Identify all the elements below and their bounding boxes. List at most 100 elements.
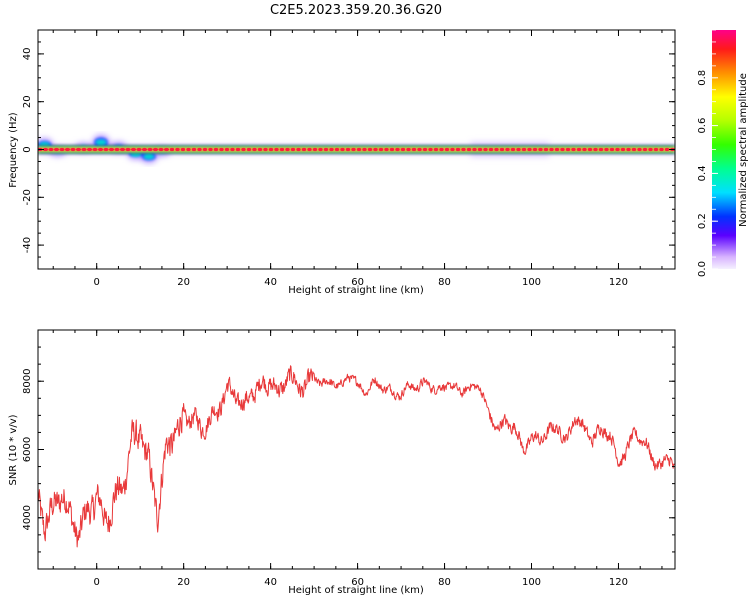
y-tick-label: -20 <box>22 189 33 205</box>
ridge-peak-dot <box>461 147 466 152</box>
y-tick-label: 6000 <box>22 437 33 462</box>
y-tick-label: -40 <box>22 237 33 253</box>
x-tick-label: 0 <box>94 277 100 288</box>
ridge-peak-dot <box>202 147 208 152</box>
ridge-peak-dot <box>152 147 159 152</box>
ridge-peak-dot <box>510 147 516 152</box>
ridge-peak-dot <box>444 147 450 152</box>
ridge-peak-dot <box>466 147 472 152</box>
y-tick-label: 8000 <box>22 368 33 393</box>
ridge-peak-dot <box>598 147 604 152</box>
x-tick-label: 60 <box>351 577 364 588</box>
spectrogram-plot-area <box>38 134 675 164</box>
ridge-peak-dot <box>340 147 345 152</box>
snr-x-ticks: 0 20 40 60 80 100 120 <box>52 330 663 588</box>
ridge-peak-dot <box>114 147 120 152</box>
ridge-peak-dot <box>604 147 609 152</box>
ridge-peak-dot <box>219 147 224 152</box>
ridge-peak-dot <box>378 147 384 152</box>
ridge-peak-dot <box>554 147 560 152</box>
x-tick-label: 120 <box>609 577 628 588</box>
snr-y-ticks: 4000 6000 8000 <box>22 329 675 570</box>
ridge-peak-dot <box>367 147 373 152</box>
ridge-peak-dot <box>180 147 186 152</box>
ridge-peak-dot <box>296 147 301 152</box>
ridge-peak-dot <box>48 147 54 152</box>
ridge-peak-dot <box>53 147 60 152</box>
y-tick-label: 4000 <box>22 505 33 530</box>
ridge-peak-dot <box>433 147 439 152</box>
ridge-peak-dot <box>224 147 230 152</box>
ridge-peak-dot <box>626 147 631 152</box>
ridge-peak-dot <box>637 147 642 152</box>
colorbar-tick-label: 0.0 <box>697 261 708 277</box>
x-tick-label: 40 <box>264 277 277 288</box>
ridge-peak-dot <box>631 147 637 152</box>
ridge-peak-dot <box>609 147 615 152</box>
spectrogram-panel: 0 20 40 60 80 100 120 -40 -20 0 20 40 Height of st… <box>8 29 676 296</box>
ridge-peak-dot <box>213 147 219 152</box>
ridge-peak-dot <box>119 147 126 152</box>
x-tick-label: 80 <box>438 277 451 288</box>
ridge-peak-dot <box>664 147 670 152</box>
colorbar: 0.0 0.2 0.4 0.6 0.8 Normalized spectral ampl… <box>697 29 749 277</box>
colorbar-tick-label: 0.4 <box>697 165 708 181</box>
ridge-peak-dot <box>373 147 378 152</box>
ridge-peak-dot <box>230 147 235 152</box>
ridge-peak-dot <box>136 147 142 152</box>
ridge-peak-dot <box>356 147 362 152</box>
y-tick-label: 0 <box>22 146 33 152</box>
ridge-peak-dot <box>307 147 312 152</box>
colorbar-tick-label: 0.2 <box>697 213 708 229</box>
ridge-peak-dot <box>576 147 582 152</box>
ridge-peak-dot <box>208 147 213 152</box>
ridge-peak-dot <box>505 147 510 152</box>
ridge-peak-dot <box>538 147 543 152</box>
x-tick-label: 80 <box>438 577 451 588</box>
ridge-peak-dot <box>571 147 576 152</box>
figure-title: C2E5.2023.359.20.36.G20 <box>270 3 442 18</box>
y-tick-label: 40 <box>22 48 33 61</box>
ridge-peak-dot <box>642 147 648 152</box>
ridge-peak-dot <box>257 147 263 152</box>
ridge-peak-dot <box>648 147 653 152</box>
ridge-peak-dot <box>521 147 527 152</box>
snr-axes-frame <box>37 329 676 570</box>
colorbar-tick-label: 0.6 <box>697 118 708 134</box>
ridge-peak-dot <box>147 147 153 152</box>
x-tick-label: 20 <box>177 277 190 288</box>
snr-panel: 0 20 40 60 80 100 120 4000 6000 8000 Height of s… <box>8 329 676 596</box>
ridge-peak-dot <box>428 147 433 152</box>
ridge-peak-dot <box>488 147 494 152</box>
ridge-peak-dot <box>279 147 285 152</box>
spectrogram-x-axis-label: Height of straight line (km) <box>288 285 424 296</box>
ridge-peak-dot <box>620 147 626 152</box>
ridge-peak-dot <box>483 147 488 152</box>
ridge-peak-dot <box>560 147 565 152</box>
ridge-peak-dot <box>59 147 65 152</box>
x-tick-label: 60 <box>351 277 364 288</box>
ridge-peak-dot <box>169 147 175 152</box>
ridge-peak-dot <box>92 147 98 152</box>
ridge-peak-dot <box>103 147 109 152</box>
ridge-peak-dot <box>455 147 461 152</box>
ridge-peak-dot <box>42 147 49 152</box>
ridge-peak-dot <box>235 147 241 152</box>
ridge-peak-dot <box>351 147 356 152</box>
ridge-peak-dot <box>290 147 296 152</box>
colorbar-label: Normalized spectral amplitude <box>738 73 749 227</box>
ridge-peak-dot <box>532 147 538 152</box>
ridge-peak-dot <box>108 147 115 152</box>
ridge-red-center <box>38 148 675 151</box>
x-tick-label: 40 <box>264 577 277 588</box>
ridge-peak-dot <box>125 147 131 152</box>
ridge-peak-dot <box>163 147 170 152</box>
ridge-peak-dot <box>499 147 505 152</box>
ridge-peak-dot <box>141 147 148 152</box>
ridge-peak-dot <box>191 147 197 152</box>
ridge-peak-dot <box>158 147 164 152</box>
ridge-peak-dot <box>362 147 367 152</box>
spectrogram-ridge-dots <box>38 147 675 152</box>
ridge-peak-dot <box>549 147 554 152</box>
